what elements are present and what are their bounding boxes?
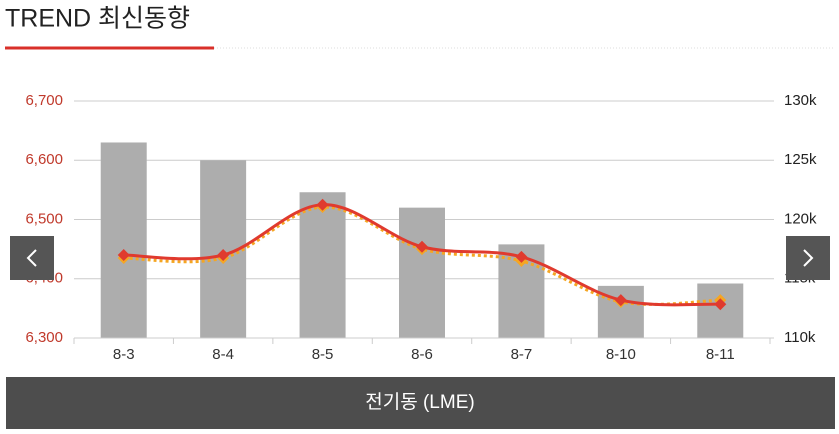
bar [697,283,744,338]
x-tick-label: 8-5 [312,346,334,363]
x-label: 전기동 (LME) [365,391,474,413]
marker [515,250,528,263]
next-button-bg[interactable] [786,236,830,280]
marker [614,294,627,307]
next-arrow[interactable] [803,249,814,267]
x-tick-label: 8-3 [113,346,135,363]
marker [714,298,727,311]
x-tick-label: 8-4 [212,346,234,363]
marker [416,240,428,253]
x-tick-label: 8-11 [706,346,735,363]
bar [100,142,147,338]
y2-tick-label: 130k [784,92,817,109]
prev-arrow[interactable] [26,249,37,267]
y2-tick-label: 110k [784,329,816,346]
y-tick-label: 6,600 [25,151,63,168]
y2-tick-label: 125k [784,151,817,168]
bar [399,207,445,338]
x-tick-label: 8-10 [606,346,636,363]
chart-title: TREND 최신동향 [5,5,190,33]
prev-button-bg[interactable] [10,236,54,280]
bar [299,192,346,338]
marker [117,249,130,262]
prev-button[interactable] [10,236,54,280]
x-tick-label: 8-6 [411,346,433,363]
y-tick-label: 6,500 [25,210,63,227]
marker [316,198,329,211]
y-tick-label: 6,300 [25,329,63,346]
y-tick-label: 6,700 [25,92,63,109]
next-button[interactable] [786,236,830,280]
x-tick-label: 8-7 [511,346,533,363]
marker [217,249,230,262]
y2-tick-label: 120k [784,210,817,227]
x-label-bar [6,377,835,429]
